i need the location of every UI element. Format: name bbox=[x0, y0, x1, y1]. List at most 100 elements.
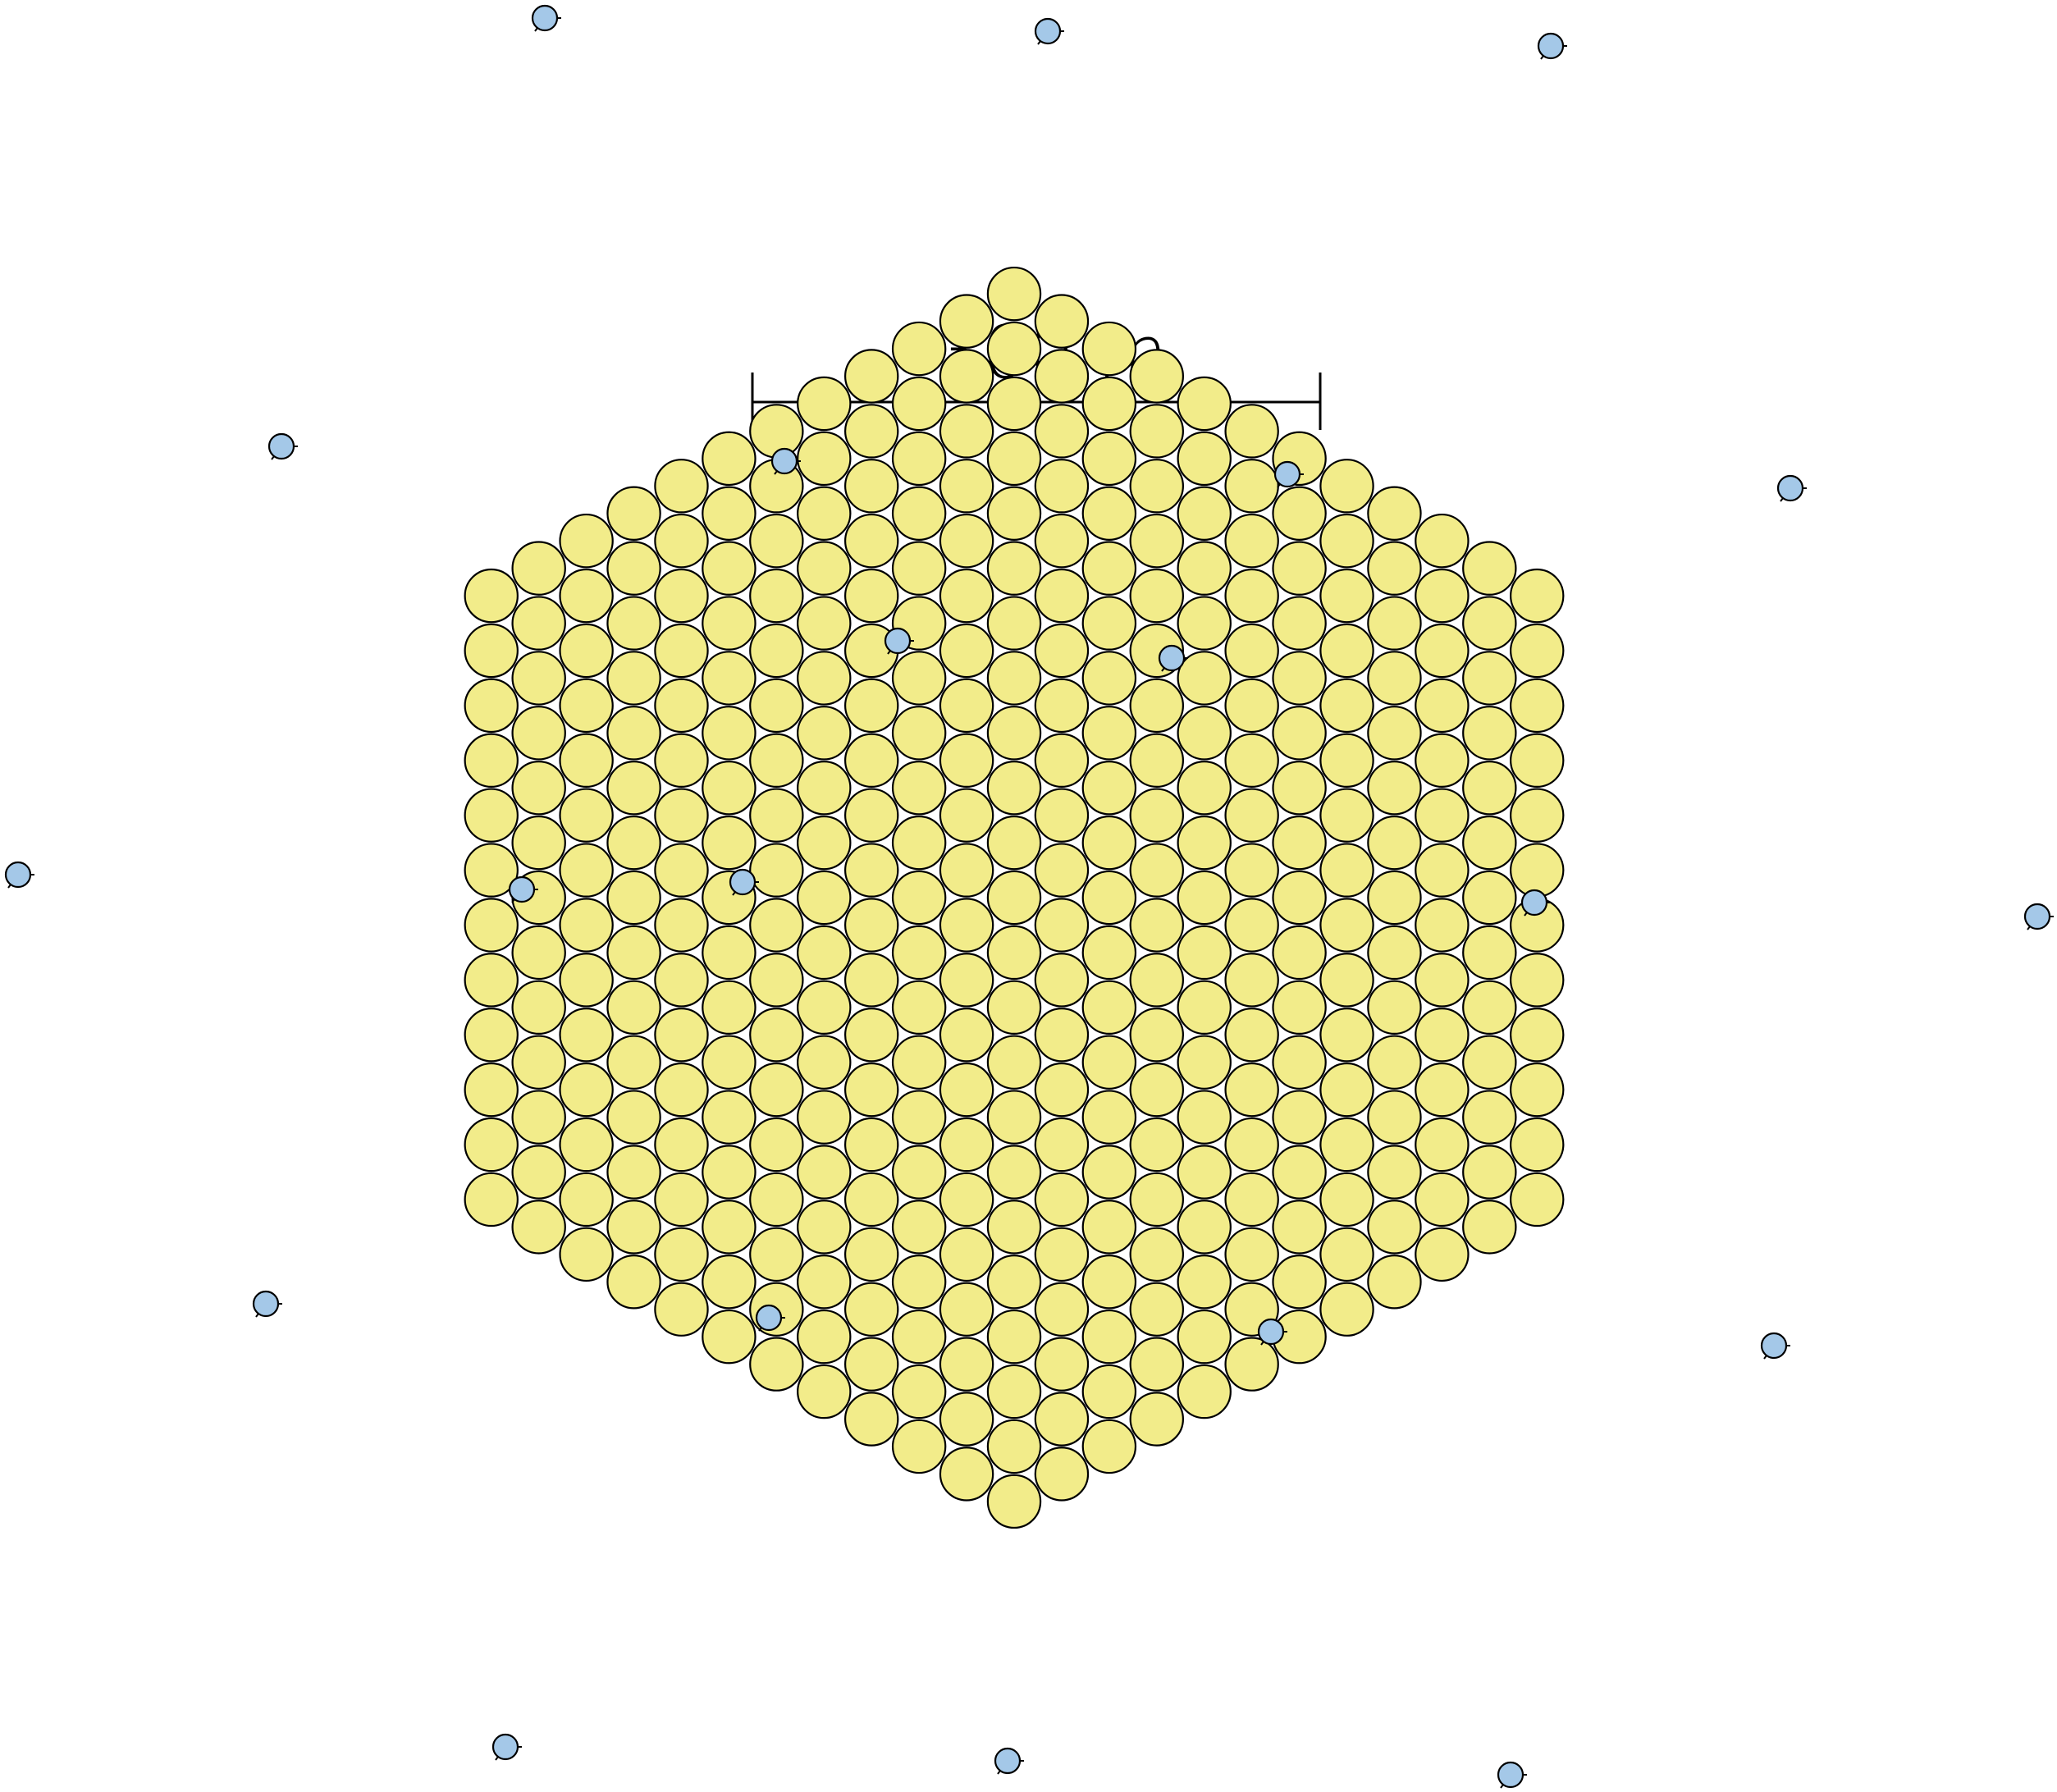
yellow-station-icon bbox=[843, 1282, 899, 1337]
yellow-station-icon bbox=[1415, 568, 1470, 624]
yellow-station-icon bbox=[986, 815, 1042, 871]
yellow-station-icon bbox=[1034, 678, 1090, 734]
yellow-station-icon bbox=[1224, 1227, 1279, 1282]
yellow-station-icon bbox=[1415, 788, 1470, 843]
yellow-station-icon bbox=[1224, 843, 1279, 898]
yellow-station-icon bbox=[559, 568, 614, 624]
yellow-station-icon bbox=[1034, 513, 1090, 569]
yellow-station-icon bbox=[1319, 1062, 1374, 1118]
blue-station-icon bbox=[491, 1733, 522, 1761]
yellow-station-icon bbox=[1510, 953, 1565, 1008]
yellow-station-icon bbox=[797, 1309, 852, 1365]
yellow-station-icon bbox=[749, 568, 804, 624]
yellow-station-icon bbox=[749, 1337, 804, 1392]
yellow-station-icon bbox=[1129, 678, 1185, 734]
yellow-station-icon bbox=[1034, 1117, 1090, 1173]
yellow-station-icon bbox=[1272, 541, 1327, 596]
yellow-station-icon bbox=[464, 953, 519, 1008]
yellow-station-icon bbox=[986, 541, 1042, 596]
yellow-station-icon bbox=[1034, 1447, 1090, 1502]
yellow-station-icon bbox=[559, 1117, 614, 1173]
yellow-station-icon bbox=[986, 980, 1042, 1035]
yellow-station-icon bbox=[939, 513, 994, 569]
yellow-station-icon bbox=[1081, 651, 1137, 706]
yellow-station-icon bbox=[702, 1200, 757, 1255]
yellow-station-icon bbox=[702, 925, 757, 981]
yellow-station-icon bbox=[797, 376, 852, 432]
yellow-station-icon bbox=[1367, 870, 1422, 926]
yellow-station-icon bbox=[654, 1062, 709, 1118]
yellow-station-icon bbox=[1034, 1062, 1090, 1118]
yellow-station-icon bbox=[1081, 376, 1137, 432]
yellow-station-icon bbox=[1224, 568, 1279, 624]
yellow-station-icon bbox=[606, 1090, 661, 1145]
yellow-station-icon bbox=[1319, 788, 1374, 843]
blue-station-icon bbox=[252, 1290, 282, 1318]
yellow-station-icon bbox=[797, 980, 852, 1035]
yellow-station-icon bbox=[1415, 1062, 1470, 1118]
blue-station-icon bbox=[4, 861, 34, 889]
yellow-station-icon bbox=[606, 1035, 661, 1090]
yellow-station-icon bbox=[559, 1062, 614, 1118]
yellow-station-icon bbox=[843, 1227, 899, 1282]
yellow-station-icon bbox=[511, 1145, 566, 1200]
yellow-station-icon bbox=[797, 761, 852, 816]
yellow-station-icon bbox=[1081, 925, 1137, 981]
yellow-station-icon bbox=[702, 1145, 757, 1200]
yellow-station-icon bbox=[702, 1035, 757, 1090]
yellow-station-icon bbox=[797, 1364, 852, 1419]
yellow-station-icon bbox=[464, 898, 519, 953]
yellow-station-icon bbox=[891, 1364, 947, 1419]
yellow-station-icon bbox=[939, 1392, 994, 1447]
yellow-station-icon bbox=[1081, 1090, 1137, 1145]
yellow-station-icon bbox=[797, 486, 852, 541]
yellow-station-icon bbox=[986, 870, 1042, 926]
yellow-station-icon bbox=[559, 513, 614, 569]
yellow-station-icon bbox=[702, 651, 757, 706]
yellow-station-icon bbox=[843, 1062, 899, 1118]
yellow-station-icon bbox=[1462, 1200, 1517, 1255]
yellow-station-icon bbox=[1367, 1255, 1422, 1310]
yellow-station-icon bbox=[1129, 953, 1185, 1008]
yellow-station-icon bbox=[749, 513, 804, 569]
yellow-station-icon bbox=[1129, 1392, 1185, 1447]
yellow-station-icon bbox=[1319, 1227, 1374, 1282]
yellow-station-icon bbox=[1272, 761, 1327, 816]
yellow-station-icon bbox=[1081, 1364, 1137, 1419]
yellow-station-icon bbox=[986, 596, 1042, 651]
yellow-station-icon bbox=[1129, 898, 1185, 953]
yellow-station-icon bbox=[797, 1035, 852, 1090]
blue-station-icon bbox=[1034, 17, 1064, 45]
yellow-station-icon bbox=[1367, 596, 1422, 651]
yellow-station-icon bbox=[606, 651, 661, 706]
yellow-station-icon bbox=[749, 843, 804, 898]
yellow-station-icon bbox=[702, 541, 757, 596]
yellow-station-icon bbox=[702, 761, 757, 816]
blue-station-icon bbox=[1537, 32, 1567, 60]
yellow-station-icon bbox=[891, 925, 947, 981]
yellow-station-icon bbox=[1510, 733, 1565, 788]
yellow-station-icon bbox=[986, 376, 1042, 432]
yellow-station-icon bbox=[1367, 541, 1422, 596]
dense-array bbox=[464, 266, 1565, 1529]
yellow-station-icon bbox=[843, 678, 899, 734]
yellow-station-icon bbox=[797, 925, 852, 981]
yellow-station-icon bbox=[1034, 459, 1090, 514]
yellow-station-icon bbox=[1224, 459, 1279, 514]
yellow-station-icon bbox=[654, 459, 709, 514]
yellow-station-icon bbox=[606, 761, 661, 816]
yellow-station-icon bbox=[939, 623, 994, 679]
yellow-station-icon bbox=[939, 733, 994, 788]
yellow-station-icon bbox=[1034, 898, 1090, 953]
yellow-station-icon bbox=[702, 815, 757, 871]
yellow-station-icon bbox=[939, 1172, 994, 1227]
yellow-station-icon bbox=[1177, 1035, 1232, 1090]
yellow-station-icon bbox=[1462, 1035, 1517, 1090]
yellow-station-icon bbox=[891, 1145, 947, 1200]
yellow-station-icon bbox=[891, 541, 947, 596]
yellow-station-icon bbox=[606, 815, 661, 871]
yellow-station-icon bbox=[891, 1035, 947, 1090]
yellow-station-icon bbox=[843, 953, 899, 1008]
yellow-station-icon bbox=[939, 1282, 994, 1337]
